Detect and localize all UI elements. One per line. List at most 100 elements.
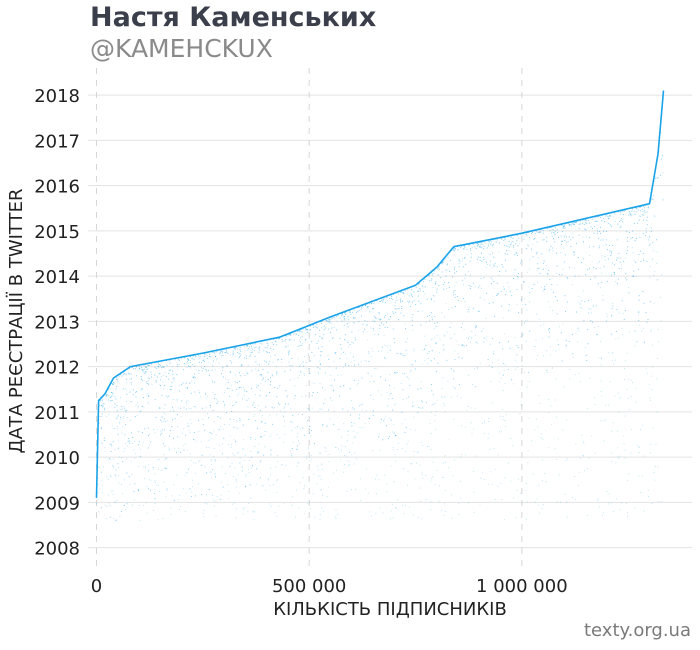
data-point [302, 428, 304, 430]
data-point [237, 421, 239, 423]
data-point [577, 257, 579, 259]
data-point [588, 246, 591, 248]
data-point [505, 270, 507, 272]
data-point [454, 350, 456, 352]
data-point [442, 344, 444, 346]
data-point [258, 364, 261, 366]
data-point [511, 295, 513, 297]
data-point [455, 340, 457, 342]
data-point [242, 448, 244, 450]
data-point [447, 439, 449, 441]
data-point [247, 345, 249, 347]
data-point [364, 359, 366, 361]
data-point [551, 367, 553, 369]
data-point [145, 502, 147, 504]
data-point [158, 458, 160, 461]
data-point [349, 388, 351, 390]
data-point [578, 330, 580, 332]
data-point [125, 423, 127, 425]
data-point [142, 372, 144, 374]
data-point [540, 231, 542, 233]
data-point [580, 457, 582, 459]
data-point [248, 503, 250, 504]
data-point [412, 405, 414, 407]
data-point [301, 362, 303, 364]
data-point [560, 252, 561, 253]
data-point [417, 290, 419, 292]
data-point [642, 205, 644, 208]
data-point [553, 232, 555, 234]
data-point [517, 245, 519, 247]
data-point [184, 475, 186, 477]
data-point [116, 425, 118, 427]
data-point [597, 498, 599, 500]
data-point [317, 410, 319, 412]
y-tick-label: 2010 [34, 448, 80, 469]
data-point [475, 247, 477, 250]
data-point [657, 177, 659, 179]
data-point [272, 343, 274, 345]
data-point [605, 320, 607, 322]
data-point [424, 348, 426, 350]
data-point [120, 417, 122, 419]
data-point [238, 392, 240, 394]
data-point [137, 401, 138, 403]
data-point [593, 225, 595, 228]
data-point [569, 378, 571, 380]
data-point [565, 419, 567, 421]
data-point [372, 320, 373, 322]
data-point [507, 340, 510, 342]
data-point [373, 302, 375, 304]
data-point [460, 497, 462, 499]
data-point [556, 501, 558, 503]
data-point [191, 423, 193, 425]
data-point [356, 310, 358, 313]
data-point [371, 348, 373, 349]
data-point [203, 359, 205, 361]
data-point [615, 330, 617, 333]
data-point [309, 501, 310, 503]
data-point [124, 407, 126, 409]
data-point [522, 333, 524, 335]
data-point [585, 219, 587, 221]
data-point [250, 387, 252, 390]
data-point [170, 389, 172, 391]
data-point [561, 231, 564, 233]
data-point [429, 320, 431, 322]
data-point [237, 427, 239, 429]
data-point [618, 252, 620, 254]
data-point [347, 326, 349, 328]
data-point [556, 284, 558, 286]
data-point [446, 263, 449, 265]
data-point [436, 371, 438, 373]
data-point [521, 304, 523, 305]
data-point [560, 235, 562, 237]
data-point [166, 420, 168, 422]
data-point [247, 348, 249, 350]
data-point [355, 311, 358, 314]
data-point [114, 396, 116, 398]
data-point [587, 328, 589, 331]
data-point [163, 412, 165, 414]
data-point [291, 448, 293, 450]
data-point [209, 353, 211, 355]
data-point [135, 391, 137, 393]
data-point [639, 236, 641, 238]
data-point [637, 209, 639, 211]
data-point [377, 334, 379, 336]
data-point [424, 278, 426, 280]
data-point [309, 329, 311, 331]
data-point [422, 310, 423, 312]
data-point [118, 456, 120, 458]
data-point [328, 358, 330, 360]
data-point [488, 432, 490, 434]
data-point [634, 330, 636, 332]
data-point [557, 343, 559, 346]
data-point [201, 407, 203, 409]
data-point [503, 317, 505, 319]
data-point [116, 519, 118, 521]
data-point [654, 466, 656, 468]
data-point [598, 230, 600, 233]
data-point [527, 371, 530, 373]
data-point [368, 511, 370, 513]
